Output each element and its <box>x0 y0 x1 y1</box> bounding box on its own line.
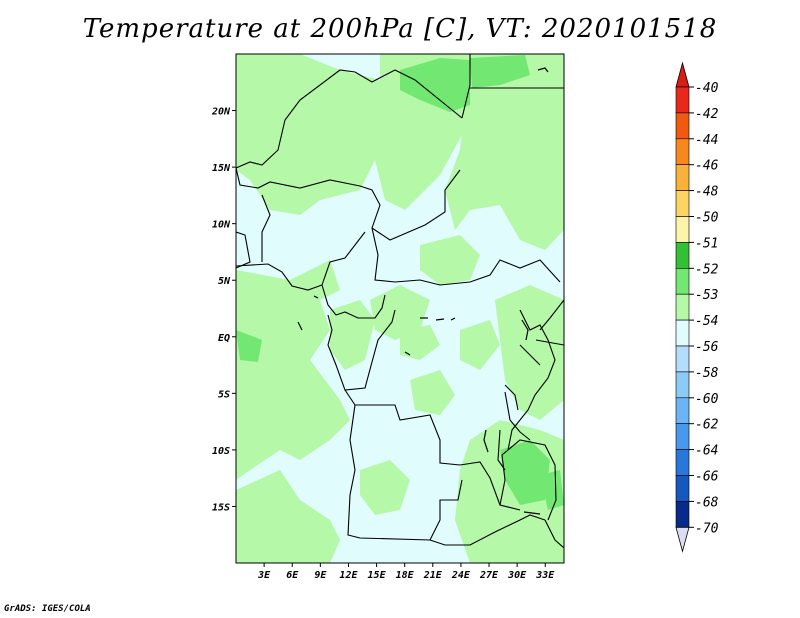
lat-tick-label: 15S <box>212 502 230 513</box>
lat-tick-label: 10S <box>212 446 230 457</box>
colorbar-top-arrow <box>675 61 690 88</box>
colorbar-swatch <box>675 371 690 399</box>
colorbar-label: -52 <box>695 262 719 277</box>
colorbar-label: -46 <box>695 159 719 174</box>
colorbar-label: -40 <box>695 81 719 96</box>
lat-tick-label: 5N <box>218 276 231 287</box>
colorbar-swatch <box>675 267 690 295</box>
lon-tick-label: 9E <box>314 570 327 581</box>
lat-tick-label: 5S <box>218 389 230 400</box>
colorbar-label: -60 <box>695 392 719 407</box>
colorbar-label: -53 <box>695 288 718 303</box>
colorbar-swatch <box>675 112 690 140</box>
colorbar-label: -51 <box>695 236 718 251</box>
country-borders <box>236 54 564 549</box>
lon-tick-label: 15E <box>368 570 387 581</box>
lon-tick-label: 18E <box>396 570 415 581</box>
temperature-field <box>236 54 564 563</box>
colorbar-label: -56 <box>695 340 719 355</box>
colorbar-swatch <box>675 138 690 166</box>
colorbar-swatch <box>675 501 690 528</box>
lon-tick-label: 24E <box>451 570 471 581</box>
lat-tick-label: 10N <box>212 220 231 231</box>
colorbar-swatch <box>675 423 690 450</box>
colorbar-label: -64 <box>695 444 718 459</box>
lon-tick-label: 30E <box>507 570 527 581</box>
colorbar-bottom-arrow <box>675 526 690 553</box>
colorbar-label: -48 <box>695 185 719 200</box>
colorbar-label: -44 <box>695 133 718 148</box>
colorbar-label: -50 <box>695 211 719 226</box>
colorbar-swatch <box>675 475 690 502</box>
colorbar-swatch <box>675 319 690 347</box>
colorbar-swatch <box>675 242 690 269</box>
colorbar-label: -68 <box>695 495 719 510</box>
longitude-axis: 3E 6E 9E 12E 15E 18E 21E 24E 27E 30E 33E <box>257 563 555 581</box>
colorbar-label: -70 <box>695 521 719 536</box>
colorbar-label: -62 <box>695 418 719 433</box>
lon-tick-label: 27E <box>479 570 499 581</box>
colorbar-swatch <box>675 345 690 373</box>
colorbar-swatch <box>675 216 690 243</box>
colorbar-label: -58 <box>695 366 719 381</box>
lon-tick-label: 12E <box>339 570 358 581</box>
colorbar-swatch <box>675 397 690 424</box>
colorbar-label: -66 <box>695 470 719 485</box>
map-title: Temperature at 200hPa [C], VT: 202010151… <box>82 14 718 44</box>
lat-tick-label: 15N <box>212 163 231 174</box>
colorbar-label: -54 <box>695 314 718 329</box>
plot-frame <box>235 53 565 564</box>
lon-tick-label: 6E <box>286 570 299 581</box>
lon-tick-label: 3E <box>257 570 271 581</box>
grads-credit: GrADS: IGES/COLA <box>4 604 91 614</box>
latitude-axis: 20N 15N 10N 5N EQ 5S 10S 15S <box>211 107 236 513</box>
colorbar-swatch <box>675 190 690 217</box>
colorbar-label: -42 <box>695 107 719 122</box>
lat-tick-label: 20N <box>211 107 231 118</box>
colorbar-swatch <box>675 293 690 321</box>
colorbar-swatch <box>675 449 690 476</box>
colorbar-swatch <box>675 86 690 114</box>
lat-tick-label: EQ <box>218 333 230 344</box>
lake-outlines <box>313 67 549 515</box>
lon-tick-label: 33E <box>535 570 555 581</box>
colorbar: -40 -42 -44 -46 -48 -50 -51 -52 -53 -54 -56 -58 -60 -… <box>675 61 719 553</box>
lon-tick-label: 21E <box>423 570 443 581</box>
field-band-52 <box>236 55 564 510</box>
colorbar-swatch <box>675 164 690 191</box>
